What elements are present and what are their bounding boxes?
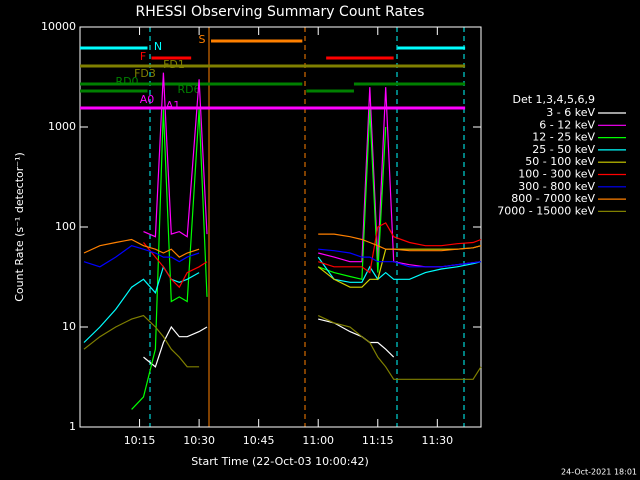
flag-label: S [199,33,206,46]
y-axis-label: Count Rate (s⁻¹ detector⁻¹) [13,152,26,302]
series-line [83,245,482,268]
legend-label: 6 - 12 keV [539,118,595,131]
legend-label: 12 - 25 keV [532,131,595,144]
series-line [83,314,482,380]
x-tick-label: 10:15 [124,434,156,447]
flag-label: A0 [140,93,155,106]
x-tick-label: 10:45 [243,434,275,447]
series-line [83,233,482,258]
series-line [143,72,482,268]
series-line [143,222,482,289]
x-tick-label: 11:00 [302,434,334,447]
x-axis-label: Start Time (22-Oct-03 10:00:42) [191,455,369,468]
series-line [83,256,482,343]
legend-label: 100 - 300 keV [518,168,595,181]
flag-label: FD1 [163,58,185,71]
flag-label: N [154,40,162,53]
y-tick-label: 10000 [41,20,76,33]
legend-label: 25 - 50 keV [532,143,595,156]
legend-title: Det 1,3,4,5,6,9 [512,93,595,106]
y-tick-label: 100 [55,220,76,233]
legend-label: 300 - 800 keV [518,180,595,193]
y-tick-label: 1000 [48,120,76,133]
y-tick-label: 1 [69,420,76,433]
legend-label: 7000 - 15000 keV [497,204,595,217]
chart-title: RHESSI Observing Summary Count Rates [136,4,425,20]
y-tick-label: 10 [62,320,76,333]
flag-label: RD0 [115,75,138,88]
legend-label: 50 - 100 keV [525,155,595,168]
footer: 24-Oct-2021 18:01 [561,468,637,477]
plot-frame [79,26,482,428]
flag-label: A1 [166,99,181,112]
legend-label: 3 - 6 keV [546,106,595,119]
legend-label: 800 - 7000 keV [511,192,595,205]
series-line [131,109,387,410]
flag-label: FD3 [134,67,156,80]
x-tick-label: 11:15 [362,434,394,447]
flag-label: RD6 [177,83,200,96]
flag-label: F [140,50,146,63]
x-tick-label: 11:30 [421,434,453,447]
x-tick-label: 10:30 [183,434,215,447]
